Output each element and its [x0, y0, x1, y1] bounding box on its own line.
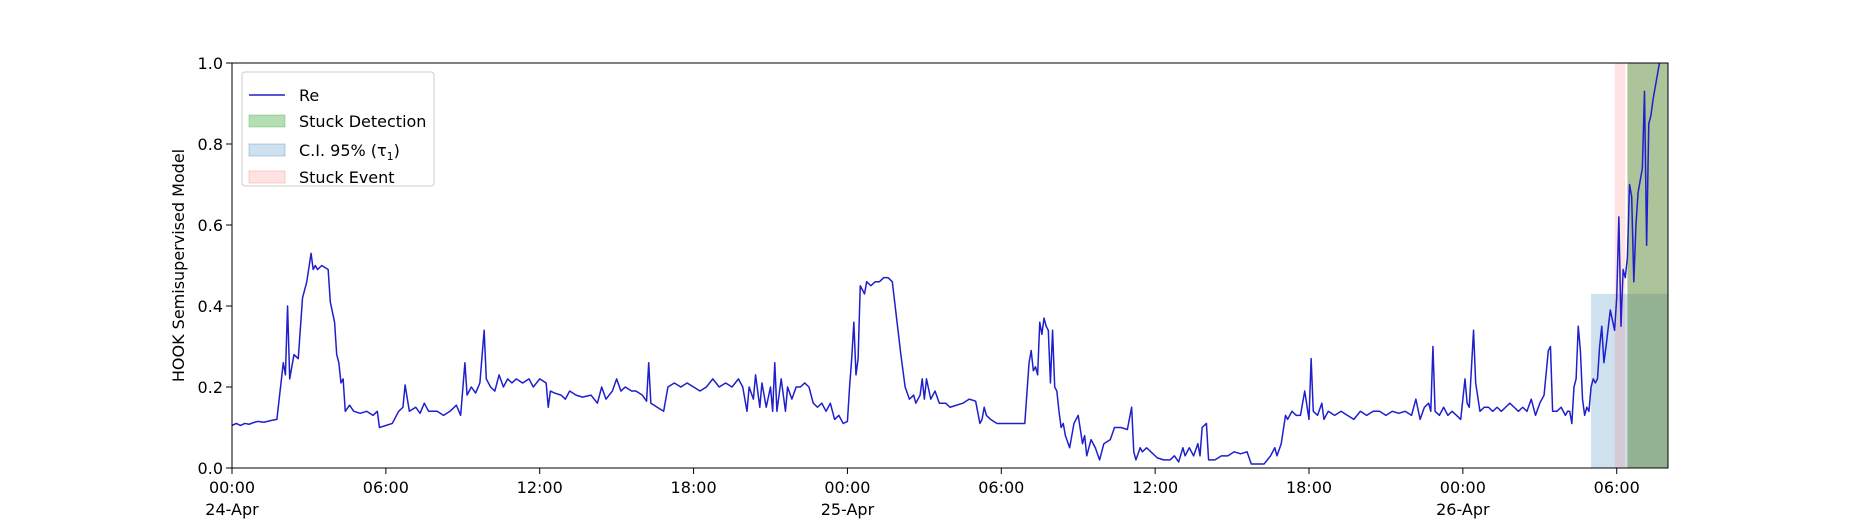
legend-box: [241, 71, 435, 187]
x-tick-label: 18:00: [671, 478, 717, 497]
x-tick-label: 06:00: [363, 478, 409, 497]
y-tick-label: 1.0: [198, 54, 223, 73]
plot-frame: [231, 62, 1669, 469]
legend-label-stuck-detection: Stuck Detection: [299, 112, 426, 131]
legend-swatch-c-i-95: [248, 143, 286, 157]
x-tick-label: 12:00: [1132, 478, 1178, 497]
x-tick-label: 00:00: [824, 478, 870, 497]
y-tick-label: 0.2: [198, 378, 223, 397]
x-tick-label: 00:00: [1440, 478, 1486, 497]
y-tick-label: 0.0: [198, 459, 223, 478]
series-layer: [231, 62, 1661, 465]
y-tick-label: 0.8: [198, 135, 223, 154]
region-c-i-95-1-: [1591, 293, 1668, 468]
legend-label-stuck-event: Stuck Event: [299, 168, 395, 187]
y-tick-label: 0.4: [198, 297, 223, 316]
x-tick-label: 18:00: [1286, 478, 1332, 497]
x-axis: 00:00 24-Apr 1900 06:00 12:00 18:00 00:00 25-Ap…: [205, 468, 1640, 525]
x-tick-label: 06:00: [978, 478, 1024, 497]
x-tick-label: 00:00: [209, 478, 255, 497]
x-tick-label: 06:00: [1594, 478, 1640, 497]
x-tick-date-label: 25-Apr: [821, 500, 875, 519]
y-tick-label: 0.6: [198, 216, 223, 235]
legend-label-c-i-95: C.I. 95% (τ1): [299, 141, 400, 163]
shaded-regions: [1591, 63, 1668, 468]
series-line-re: [231, 62, 1661, 465]
legend-swatch-stuck-event: [248, 170, 286, 184]
y-axis-label: HOOK Semisupervised Model: [169, 149, 188, 382]
x-tick-year-label: 1900: [212, 522, 253, 525]
x-tick-date-label: 24-Apr: [205, 500, 259, 519]
y-axis: 0.0 0.2 0.4 0.6 0.8 1.0: [198, 54, 232, 478]
legend-swatch-stuck-detection: [248, 114, 286, 128]
legend: Re Stuck Detection C.I. 95% (τ1) Stuck Even…: [241, 71, 435, 187]
x-tick-label: 12:00: [517, 478, 563, 497]
legend-label-re: Re: [299, 86, 319, 105]
x-tick-date-label: 26-Apr: [1436, 500, 1490, 519]
